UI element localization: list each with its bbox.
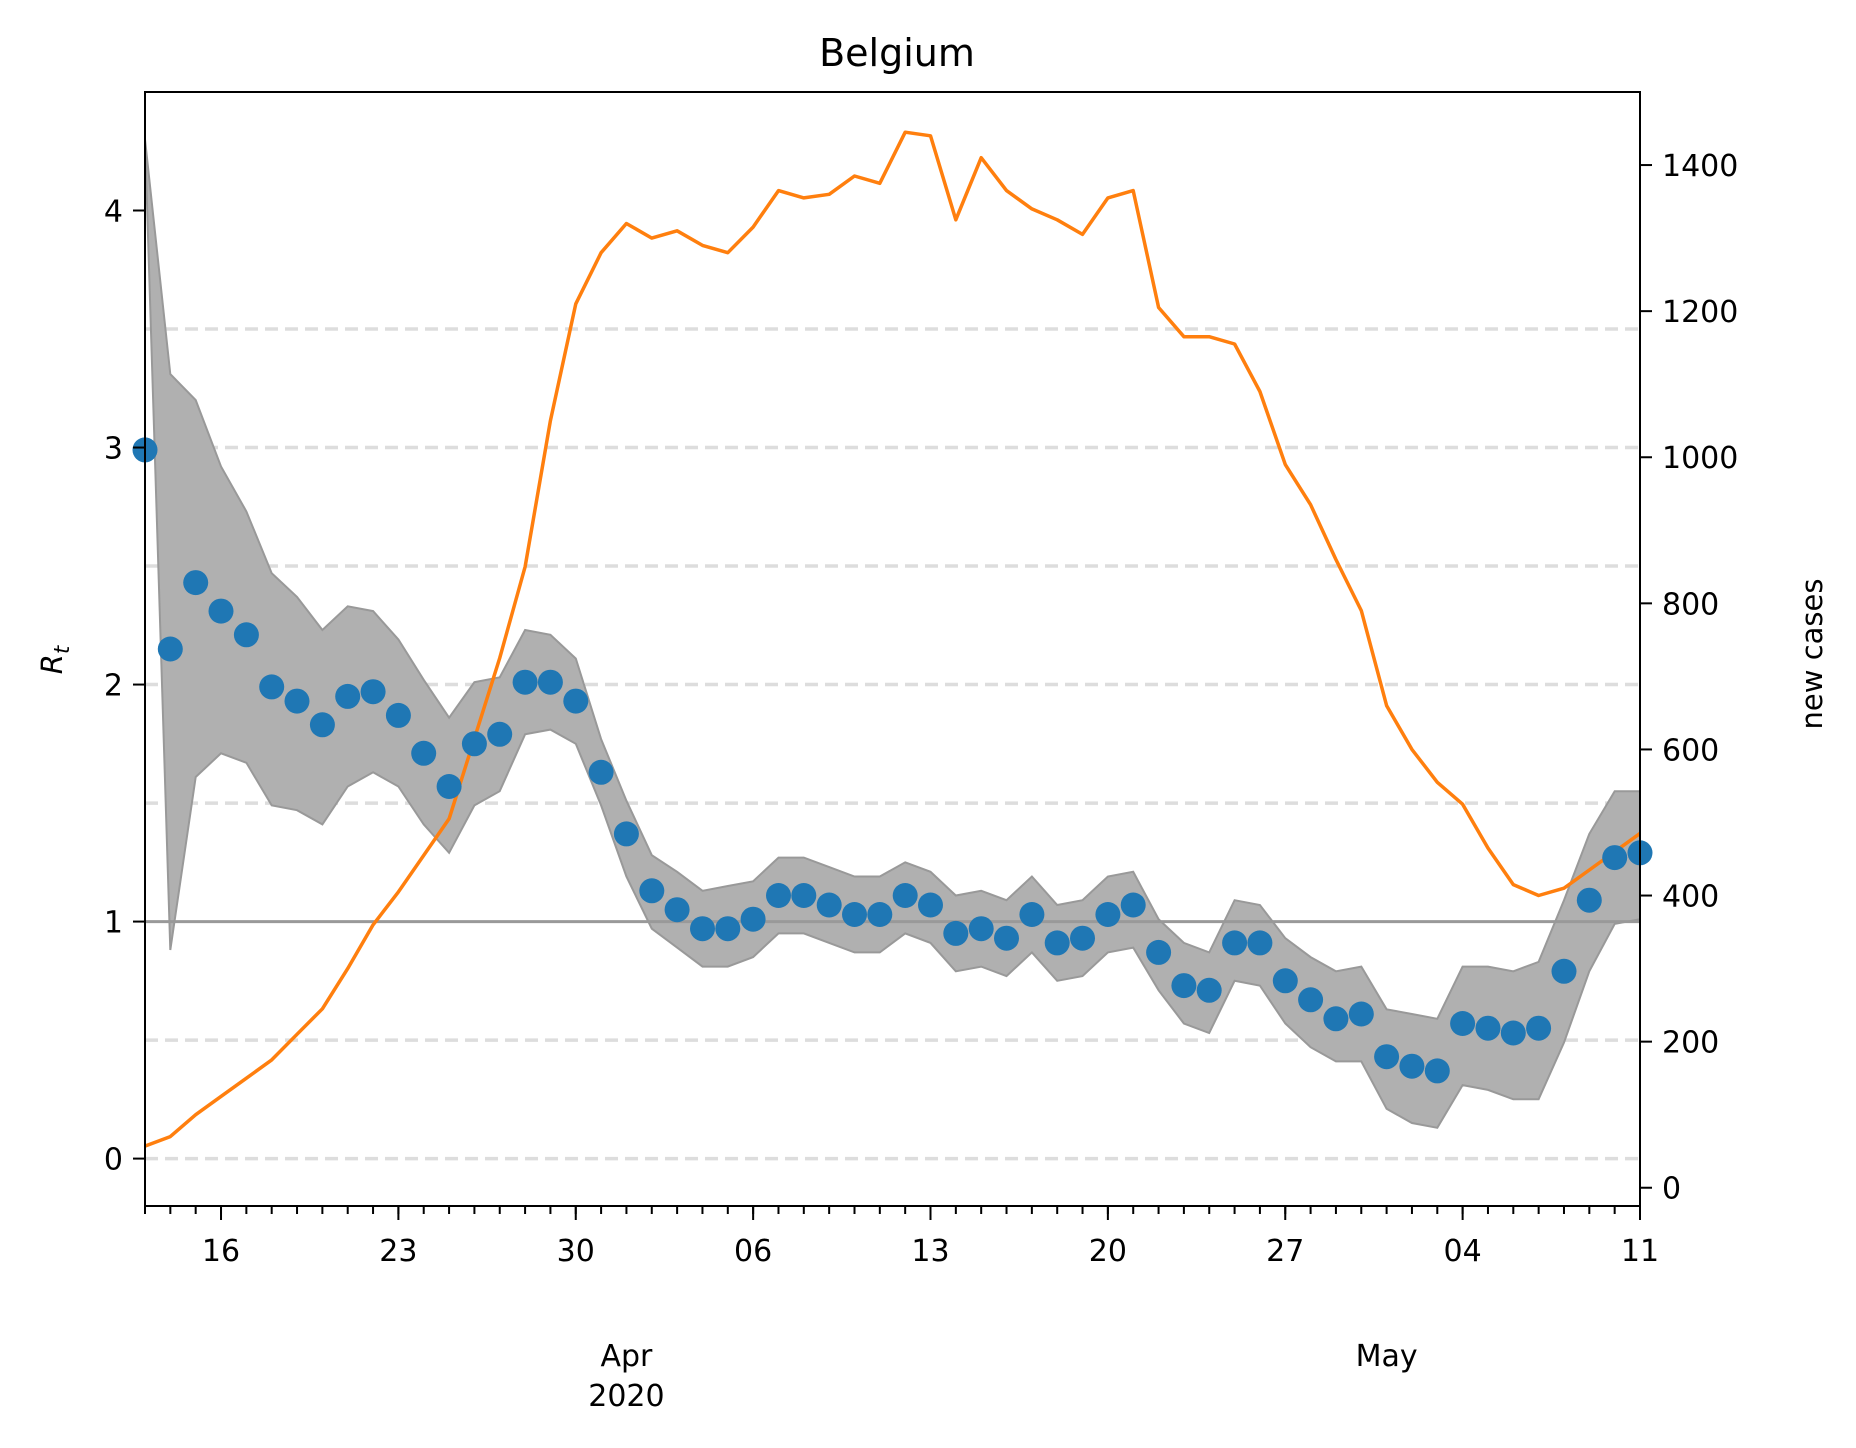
- rt-point: [1374, 1044, 1400, 1070]
- x-month-label: 2020: [588, 1379, 664, 1414]
- x-tick-label: 06: [734, 1234, 772, 1269]
- rt-point: [1323, 1006, 1349, 1032]
- rt-point: [690, 916, 715, 942]
- rt-point: [1196, 977, 1222, 1003]
- rt-point: [1348, 1001, 1374, 1027]
- y2-tick-label: 400: [1662, 880, 1719, 915]
- x-month-label: May: [1356, 1339, 1418, 1374]
- rt-point: [715, 916, 741, 942]
- y2-tick-label: 0: [1662, 1172, 1681, 1207]
- rt-point: [208, 598, 234, 624]
- rt-point: [1095, 902, 1121, 927]
- rt-point: [461, 731, 487, 757]
- rt-point: [1551, 958, 1577, 984]
- rt-point: [816, 892, 842, 918]
- x-tick-label: 27: [1266, 1234, 1304, 1269]
- rt-point: [639, 878, 665, 904]
- y2-tick-label: 800: [1662, 587, 1719, 622]
- rt-point: [1272, 968, 1298, 994]
- rt-point: [537, 669, 563, 695]
- rt-point: [1019, 902, 1045, 927]
- rt-point: [487, 721, 513, 747]
- y2-tick-label: 600: [1662, 733, 1719, 768]
- rt-point: [1576, 887, 1602, 913]
- rt-point: [1475, 1015, 1501, 1041]
- y-tick-label: 1: [104, 906, 123, 941]
- rt-point: [309, 712, 335, 738]
- rt-point: [1450, 1011, 1476, 1036]
- rt-point: [1070, 925, 1095, 951]
- y-axis-label-sub: t: [50, 645, 74, 654]
- rt-point: [157, 636, 183, 662]
- rt-point: [943, 920, 969, 946]
- rt-point: [994, 925, 1019, 951]
- rt-point: [1602, 845, 1628, 871]
- rt-point: [791, 883, 817, 908]
- y-tick-label: 0: [104, 1143, 123, 1178]
- rt-point: [563, 688, 589, 714]
- rt-point: [664, 897, 690, 923]
- new-cases-line: [144, 130, 1642, 1148]
- rt-point: [613, 821, 639, 847]
- rt-point: [233, 622, 259, 648]
- y2-axis-label: new cases: [1795, 579, 1829, 730]
- rt-point: [842, 902, 867, 927]
- rt-point: [918, 892, 943, 918]
- rt-point: [1222, 930, 1248, 956]
- y2-tick-label: 1200: [1662, 295, 1738, 330]
- rt-point: [1146, 939, 1172, 965]
- y-axis-label-main: R: [35, 654, 69, 674]
- new-cases-series: [144, 130, 1642, 1148]
- rt-point: [766, 883, 791, 908]
- rt-point: [1399, 1053, 1425, 1079]
- x-tick-label: 23: [379, 1234, 417, 1269]
- y-tick-label: 4: [104, 195, 123, 230]
- rt-point: [183, 570, 209, 596]
- rt-point: [411, 740, 437, 766]
- y-tick-label: 3: [104, 432, 123, 467]
- rt-point: [1171, 973, 1197, 999]
- x-tick-label: 20: [1089, 1234, 1127, 1269]
- rt-point: [1120, 892, 1146, 918]
- rt-point: [1526, 1015, 1552, 1041]
- x-tick-label: 16: [202, 1234, 240, 1269]
- rt-point: [1247, 930, 1273, 956]
- rt-point: [360, 679, 386, 705]
- x-tick-label: 30: [557, 1234, 595, 1269]
- x-tick-label: 13: [911, 1234, 949, 1269]
- rt-point: [1424, 1058, 1450, 1084]
- rt-point: [1044, 930, 1070, 956]
- rt-point: [512, 669, 538, 695]
- rt-point: [1500, 1020, 1526, 1046]
- rt-point: [284, 688, 310, 714]
- rt-point: [968, 916, 994, 942]
- y-tick-label: 2: [104, 669, 123, 704]
- rt-point: [259, 674, 285, 700]
- x-month-label: Apr: [600, 1339, 653, 1374]
- rt-point: [867, 902, 893, 927]
- rt-point: [588, 759, 614, 785]
- rt-point: [385, 702, 411, 728]
- rt-point: [436, 774, 462, 799]
- rt-point: [335, 683, 361, 709]
- y-axis-label: Rt: [35, 645, 74, 674]
- plot-frame: [144, 91, 1641, 1207]
- y-axis-right: 0 200 400 600 800 1000 1200 1400: [1640, 149, 1738, 1207]
- y2-tick-label: 1000: [1662, 441, 1738, 476]
- rt-point: [1298, 987, 1324, 1013]
- x-axis: 16 23 30 06 13 20 27 04 11 Apr 2020 May: [144, 1206, 1659, 1414]
- rt-point: [892, 883, 918, 908]
- x-tick-label: 11: [1621, 1234, 1659, 1269]
- y2-tick-label: 200: [1662, 1026, 1719, 1061]
- rt-point: [740, 906, 766, 932]
- x-tick-label: 04: [1444, 1234, 1482, 1269]
- y2-tick-label: 1400: [1662, 149, 1738, 184]
- y-axis-left: 0 1 2 3 4: [104, 195, 145, 1178]
- chart-title: Belgium: [819, 31, 975, 75]
